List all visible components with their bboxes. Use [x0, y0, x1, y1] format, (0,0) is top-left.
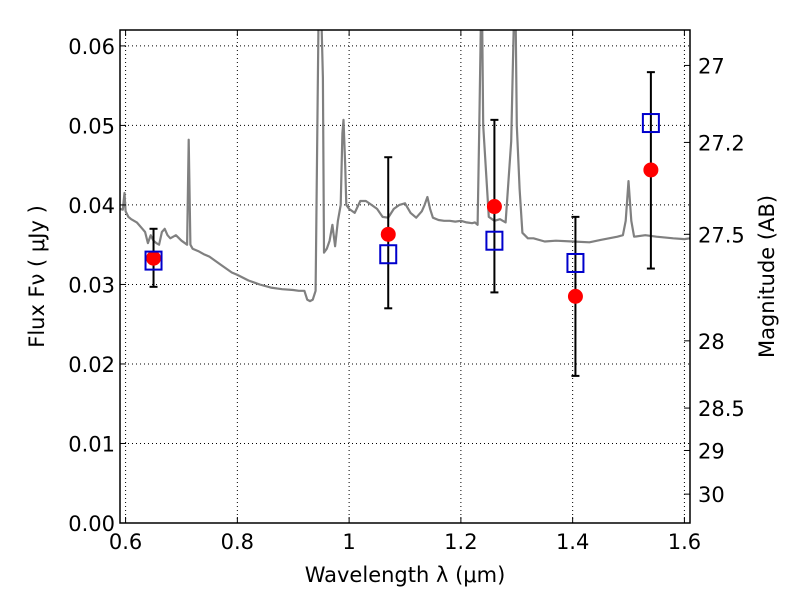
magnitude-tick-label: 27.5 — [698, 223, 745, 247]
x-tick-label: 0.8 — [221, 530, 254, 554]
y-tick-label: 0.03 — [68, 273, 115, 297]
x-tick-label: 1 — [342, 530, 355, 554]
y-tick-label: 0.02 — [68, 353, 115, 377]
model-point — [379, 244, 398, 265]
magnitude-tick-label: 27.2 — [698, 131, 745, 155]
y-tick-label: 0.05 — [68, 114, 115, 138]
observed-point — [380, 226, 396, 242]
magnitude-tick-label: 30 — [698, 483, 725, 507]
magnitude-tick-label: 28.5 — [698, 397, 745, 421]
model-point — [144, 250, 163, 271]
y-tick-label: 0.06 — [68, 35, 115, 59]
magnitude-ticks: 27 27.2 27.5 28 28.5 29 30 — [684, 54, 745, 507]
plot-frame — [119, 29, 691, 524]
y-axis-label: Flux Fν ( μJy ) — [25, 205, 49, 348]
magnitude-tick-label: 29 — [698, 439, 725, 463]
x-tick-label: 1.2 — [444, 530, 477, 554]
y-tick-label: 0.00 — [68, 512, 115, 536]
sed-layer — [120, 30, 690, 303]
y-tick-label: 0.01 — [68, 432, 115, 456]
magnitude-axis-label: Magnitude (AB) — [755, 195, 779, 358]
x-ticks: 0.6 0.8 1 1.2 1.4 1.6 — [109, 30, 701, 554]
y-tick-label: 0.04 — [68, 194, 115, 218]
x-tick-label: 1.4 — [556, 530, 589, 554]
model-point — [566, 252, 585, 273]
model-point — [485, 230, 504, 251]
observed-point — [567, 288, 583, 304]
x-tick-label: 1.6 — [668, 530, 701, 554]
x-tick-label: 0.6 — [109, 530, 142, 554]
sed-curve — [120, 30, 690, 303]
observed-point — [486, 199, 502, 215]
x-axis-label: Wavelength λ (μm) — [305, 563, 506, 587]
model-points — [144, 113, 660, 273]
y-ticks: 0.00 0.01 0.02 0.03 0.04 0.05 0.06 — [68, 35, 126, 536]
observed-point — [146, 250, 162, 266]
grid — [120, 30, 690, 523]
errorbars — [149, 71, 655, 377]
magnitude-tick-label: 27 — [698, 54, 725, 78]
observed-point — [643, 162, 659, 178]
magnitude-tick-label: 28 — [698, 330, 725, 354]
model-point — [641, 113, 660, 134]
observed-points — [146, 162, 659, 304]
